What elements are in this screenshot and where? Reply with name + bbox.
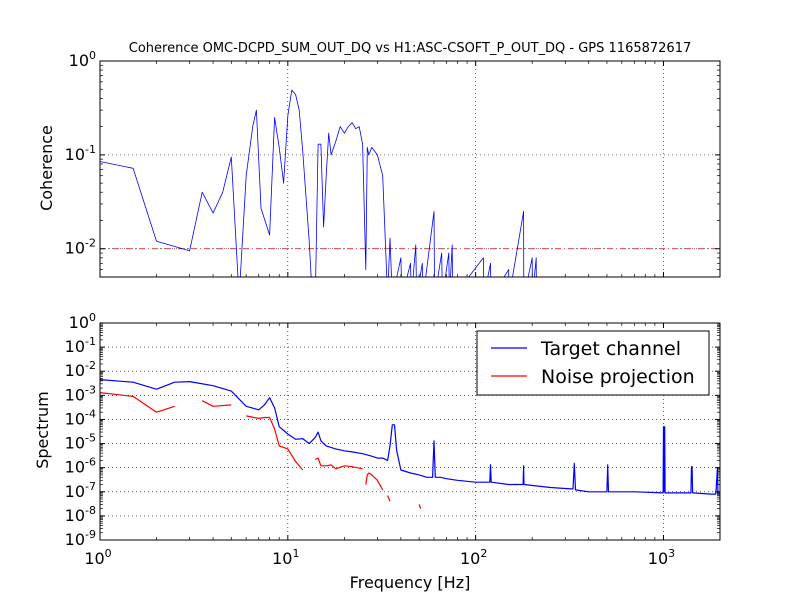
- noise-projection-series-line: [315, 457, 363, 470]
- x-tick-exponent: 3: [668, 547, 675, 560]
- y-tick-label: 100: [69, 311, 96, 332]
- y-tick-label: 10-6: [65, 456, 96, 477]
- panel-1: 100 10-1 10-2: [65, 49, 721, 278]
- x-tick-exponent: 0: [105, 547, 112, 560]
- y-tick-label: 10-5: [65, 432, 96, 453]
- x-tick-label: 100: [84, 547, 111, 568]
- noise-projection-series-line: [418, 504, 422, 509]
- y-tick-label: 10-7: [65, 480, 96, 501]
- legend-label: Noise projection: [541, 366, 695, 388]
- coherence-y-axis-label: Coherence: [37, 125, 56, 211]
- x-tick-label: 101: [272, 547, 299, 568]
- legend: Target channel Noise projection: [476, 330, 710, 396]
- y-tick-exponent: -2: [85, 237, 96, 250]
- frequency-x-axis-label: Frequency [Hz]: [350, 573, 471, 592]
- x-tick-exponent: 1: [292, 547, 299, 560]
- y-tick-label: 10-1: [65, 143, 96, 164]
- y-tick-exponent: -6: [85, 456, 96, 469]
- noise-projection-series-line: [201, 400, 232, 407]
- spectrum-y-axis-label: Spectrum: [33, 391, 52, 469]
- noise-projection-series-line: [246, 415, 304, 471]
- noise-projection-series-line: [100, 392, 175, 413]
- target-channel-series-line: [100, 379, 720, 495]
- y-tick-label: 10-4: [65, 407, 96, 428]
- y-tick-exponent: -4: [85, 407, 96, 420]
- y-tick-label: 10-2: [65, 359, 96, 380]
- noise-projection-series-line: [387, 495, 391, 502]
- x-tick-exponent: 2: [480, 547, 487, 560]
- noise-projection-series-line: [365, 472, 384, 491]
- y-tick-exponent: -5: [85, 432, 96, 445]
- y-tick-label: 10-3: [65, 383, 96, 404]
- plot-layer: 10010-110-210010-110-210-310-410-510-610…: [65, 49, 721, 568]
- coherence-chart-title: Coherence OMC-DCPD_SUM_OUT_DQ vs H1:ASC-…: [129, 41, 691, 56]
- y-tick-label: 10-8: [65, 504, 96, 525]
- y-tick-exponent: -8: [85, 504, 96, 517]
- series-group: [100, 89, 537, 277]
- y-tick-exponent: 0: [89, 311, 96, 324]
- y-tick-label: 10-1: [65, 335, 96, 356]
- y-tick-exponent: 0: [89, 49, 96, 62]
- axes-frame: [99, 322, 721, 541]
- legend-box: [476, 330, 710, 396]
- x-tick-label: 102: [460, 547, 487, 568]
- y-tick-label: 10-9: [65, 528, 96, 549]
- y-tick-exponent: -9: [85, 528, 96, 541]
- y-tick-exponent: -1: [85, 143, 96, 156]
- y-tick-label: 100: [69, 49, 96, 70]
- y-tick-exponent: -1: [85, 335, 96, 348]
- y-tick-label: 10-2: [65, 237, 96, 258]
- x-tick-label: 103: [648, 547, 675, 568]
- legend-label: Target channel: [540, 338, 681, 360]
- axes-frame: [99, 60, 721, 278]
- series-group: [100, 379, 720, 509]
- y-tick-exponent: -3: [85, 383, 96, 396]
- y-tick-exponent: -2: [85, 359, 96, 372]
- y-tick-exponent: -7: [85, 480, 96, 493]
- coherence-series-line: [100, 89, 537, 277]
- panel-2: 10010-110-210-310-410-510-610-710-810-91…: [65, 311, 721, 568]
